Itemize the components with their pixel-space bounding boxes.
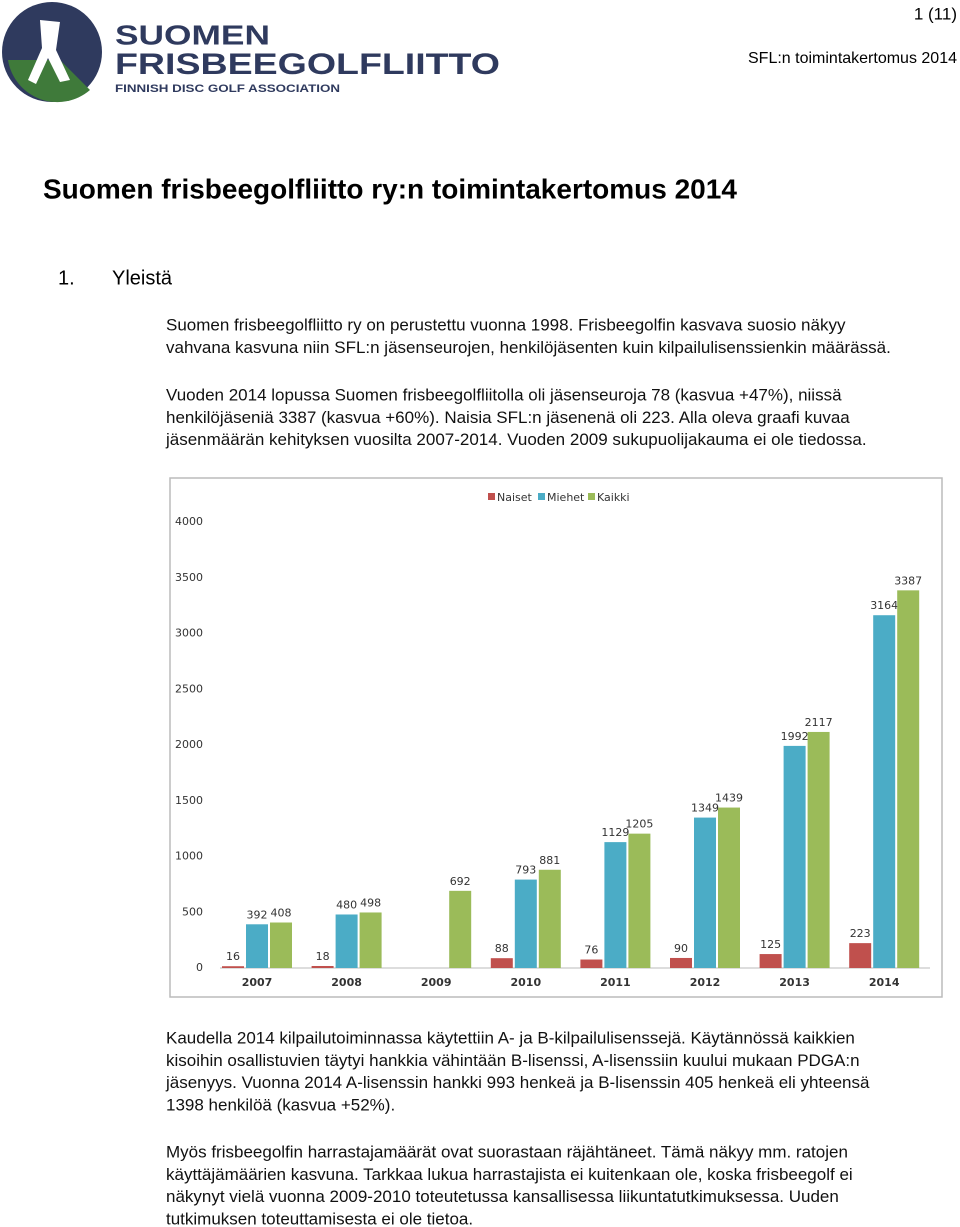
data-label: 1349	[691, 802, 719, 815]
bar	[538, 869, 561, 968]
y-tick-label: 0	[196, 961, 203, 974]
paragraph-line: tutkimuksen toteuttamisesta ei ole tieto…	[166, 1209, 473, 1227]
data-label: 3387	[894, 574, 922, 587]
x-tick-label: 2007	[242, 976, 273, 989]
paragraph-line: henkilöjäseniä 3387 (kasvua +60%). Naisi…	[166, 408, 850, 427]
data-label: 1439	[715, 792, 743, 805]
data-label: 18	[316, 950, 330, 963]
bar	[783, 745, 806, 968]
paragraph-line: Vuoden 2014 lopussa Suomen frisbeegolfli…	[166, 385, 842, 404]
paragraph-line: Myös frisbeegolfin harrastajamäärät ovat…	[166, 1142, 848, 1161]
legend-swatch	[488, 493, 495, 500]
bar	[873, 615, 896, 968]
data-label: 480	[336, 898, 357, 911]
legend-label: Miehet	[547, 491, 585, 504]
paragraph-line: kisoihin osallistuvien täytyi hankkia vä…	[166, 1051, 860, 1070]
data-label: 793	[515, 864, 536, 877]
paragraph-line: jäsenyys. Vuonna 2014 A-lisenssin hankki…	[165, 1073, 870, 1092]
paragraph-line: käyttäjämäärien kasvuna. Tarkkaa lukua h…	[166, 1165, 853, 1184]
paragraph-line: Kaudella 2014 kilpailutoiminnassa käytet…	[166, 1028, 855, 1047]
paragraph-line: vahvana kasvuna niin SFL:n jäsenseurojen…	[166, 338, 891, 357]
bar	[759, 954, 782, 968]
data-label: 223	[850, 927, 871, 940]
data-label: 1129	[601, 826, 629, 839]
logo-line2: FRISBEEGOLFLIITTO	[115, 48, 500, 81]
x-tick-label: 2010	[510, 976, 541, 989]
y-tick-label: 2500	[175, 682, 203, 695]
y-tick-label: 500	[182, 905, 203, 918]
running-title: SFL:n toimintakertomus 2014	[748, 50, 957, 67]
bar	[604, 842, 627, 968]
data-label: 498	[360, 896, 381, 909]
logo-figure	[28, 20, 70, 84]
bar	[246, 924, 268, 968]
data-label: 392	[247, 908, 268, 921]
bar	[311, 965, 334, 968]
x-tick-label: 2014	[869, 976, 900, 989]
data-label: 3164	[870, 599, 898, 612]
x-tick-label: 2009	[421, 976, 452, 989]
data-label: 125	[760, 938, 781, 951]
bar	[270, 922, 292, 968]
y-tick-label: 3500	[175, 571, 203, 584]
bar	[807, 731, 830, 968]
data-label: 1992	[781, 730, 809, 743]
data-label: 1205	[625, 818, 653, 831]
bar	[628, 833, 651, 968]
data-label: 692	[450, 875, 471, 888]
y-tick-label: 4000	[175, 515, 203, 528]
paragraph-line: näkynyt vielä vuonna 2009-2010 toteutetu…	[166, 1187, 839, 1206]
paragraph-line: 1398 henkilöä (kasvua +52%).	[166, 1095, 395, 1114]
x-tick-label: 2011	[600, 976, 631, 989]
legend-swatch	[538, 493, 545, 500]
bar	[670, 957, 692, 968]
section-number: 1.	[58, 267, 75, 289]
bar	[580, 959, 603, 968]
bar	[490, 958, 513, 968]
page-number: 1 (11)	[914, 4, 957, 23]
data-label: 2117	[805, 716, 833, 729]
legend-label: Naiset	[497, 491, 533, 504]
data-label: 16	[226, 950, 240, 963]
x-tick-label: 2013	[779, 976, 810, 989]
bar	[514, 879, 537, 968]
paragraph-line: jäsenmäärän kehityksen vuosilta 2007-201…	[165, 430, 867, 449]
logo-line3: FINNISH DISC GOLF ASSOCIATION	[115, 83, 340, 95]
y-tick-label: 1000	[175, 850, 203, 863]
data-label: 76	[584, 944, 598, 957]
data-label: 88	[495, 942, 509, 955]
bar	[335, 914, 358, 968]
y-tick-label: 2000	[175, 738, 203, 751]
bar	[897, 590, 920, 968]
legend-swatch	[588, 493, 595, 500]
data-label: 408	[271, 907, 292, 920]
doc-title: Suomen frisbeegolfliitto ry:n toimintake…	[43, 173, 737, 204]
bar	[694, 817, 716, 968]
x-tick-label: 2012	[690, 976, 721, 989]
logo-line1: SUOMEN	[115, 19, 270, 50]
data-label: 90	[674, 942, 688, 955]
y-tick-label: 1500	[175, 794, 203, 807]
bar	[449, 890, 472, 968]
bar	[718, 807, 740, 968]
bar	[222, 966, 244, 968]
bar	[849, 943, 872, 968]
paragraph-line: Suomen frisbeegolfliitto ry on perustett…	[166, 315, 846, 334]
legend-label: Kaikki	[597, 491, 630, 504]
bar	[359, 912, 382, 968]
y-tick-label: 3000	[175, 627, 203, 640]
section-title: Yleistä	[112, 267, 173, 289]
data-label: 881	[539, 854, 560, 867]
x-tick-label: 2008	[331, 976, 362, 989]
logo-accent	[8, 60, 90, 103]
